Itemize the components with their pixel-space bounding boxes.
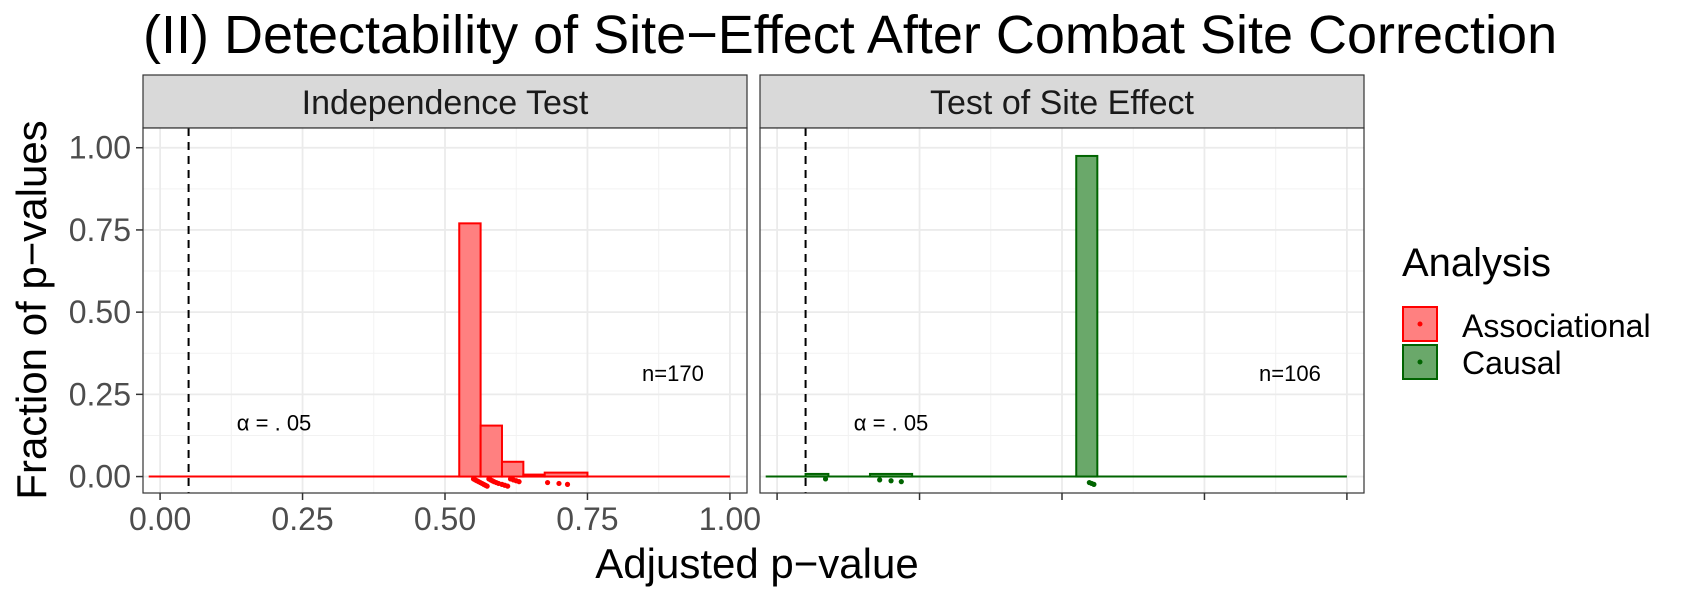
x-axis-title: Adjusted p−value — [595, 540, 918, 587]
histogram-bar — [522, 473, 546, 478]
data-point — [1091, 481, 1097, 487]
y-tick-label: 0.00 — [69, 459, 131, 495]
x-tick-label: 0.00 — [129, 501, 191, 537]
data-point — [877, 477, 883, 483]
facet-panels: Independence Test α = . 05 n=170 0.00 0.25 0.… — [69, 74, 1365, 537]
x-tick-label: 0.75 — [556, 501, 618, 537]
facet-strip — [142, 74, 748, 129]
data-point — [556, 480, 562, 487]
legend-item-causal: Causal — [1402, 344, 1562, 381]
facet-strip — [759, 74, 1365, 129]
histogram-bar — [479, 424, 503, 478]
alpha-label: α = . 05 — [854, 411, 929, 436]
x-tick-label: 0.25 — [271, 501, 333, 537]
data-point — [898, 479, 904, 485]
data-point — [516, 479, 522, 485]
histogram-bar — [543, 471, 589, 478]
legend-label-associational: Associational — [1462, 308, 1651, 344]
y-tick-label: 0.75 — [69, 212, 131, 248]
data-point — [888, 478, 894, 484]
legend-label-causal: Causal — [1462, 345, 1562, 381]
x-tick-label: 0.50 — [414, 501, 476, 537]
legend: Analysis Associational Causal — [1402, 241, 1651, 381]
y-tick-label: 0.25 — [69, 376, 131, 412]
data-point — [564, 481, 571, 487]
chart-title: (II) Detectability of Site−Effect After … — [143, 5, 1557, 65]
y-tick-label: 1.00 — [69, 130, 131, 166]
histogram-bar — [804, 472, 830, 478]
data-point — [484, 483, 490, 489]
histogram-bar — [458, 222, 482, 478]
data-point — [544, 479, 551, 486]
legend-key-associational-point — [1417, 321, 1423, 327]
legend-title: Analysis — [1402, 241, 1551, 285]
histogram-bar — [868, 472, 914, 478]
histogram-bar — [500, 460, 525, 478]
histogram-bar — [1075, 154, 1099, 478]
alpha-label: α = . 05 — [237, 411, 312, 436]
n-label: n=170 — [642, 361, 704, 386]
y-tick-label: 0.50 — [69, 294, 131, 330]
facet-strip-label: Test of Site Effect — [930, 84, 1195, 122]
data-point — [822, 476, 829, 482]
x-tick-label: 1.00 — [699, 501, 761, 537]
facet-panel-2: Test of Site Effect α = . 05 n=106 — [759, 74, 1365, 500]
legend-item-associational: Associational — [1402, 306, 1651, 344]
y-axis-title: Fraction of p−values — [8, 120, 55, 499]
facet-panel-1: Independence Test α = . 05 n=170 0.00 0.25 0.… — [69, 74, 761, 537]
n-label: n=106 — [1259, 361, 1321, 386]
facet-strip-label: Independence Test — [302, 84, 589, 122]
data-point — [505, 483, 511, 489]
legend-key-causal-point — [1417, 359, 1423, 365]
